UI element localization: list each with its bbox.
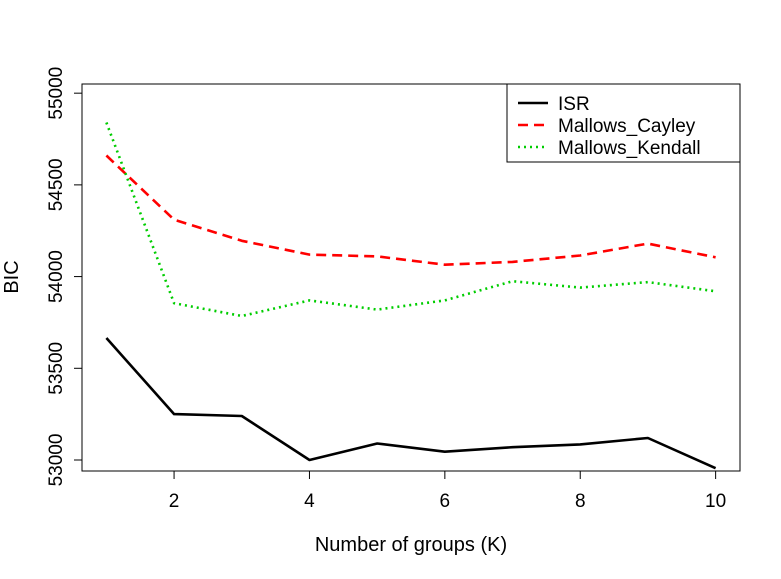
y-axis-label: BIC <box>1 260 23 293</box>
y-tick-label: 54500 <box>46 158 67 211</box>
x-tick-label: 2 <box>169 491 180 512</box>
x-tick-label: 4 <box>304 491 315 512</box>
y-tick-label: 53500 <box>46 342 67 395</box>
x-tick-label: 6 <box>440 491 451 512</box>
y-axis: 53000 53500 54000 54500 55000 <box>46 67 82 487</box>
legend-box <box>506 83 741 163</box>
x-tick-label: 8 <box>575 491 586 512</box>
plot-frame <box>81 83 741 472</box>
series-line-mallows_kendall <box>105 122 716 318</box>
y-tick-label: 55000 <box>46 67 67 120</box>
x-tick-label: 10 <box>705 491 726 512</box>
series-lines <box>105 122 717 470</box>
legend-label-isr: ISR <box>558 94 590 115</box>
x-axis: 2 4 6 8 10 <box>169 471 726 512</box>
x-axis-label: Number of groups (K) <box>315 534 507 556</box>
series-line-mallows_cayley <box>105 154 716 267</box>
y-tick-label: 53000 <box>46 434 67 487</box>
legend-label-mallows_kendall: Mallows_Kendall <box>558 138 701 159</box>
legend-label-mallows_cayley: Mallows_Cayley <box>558 116 696 137</box>
y-tick-label: 54000 <box>46 250 67 303</box>
series-line-isr <box>105 337 717 470</box>
